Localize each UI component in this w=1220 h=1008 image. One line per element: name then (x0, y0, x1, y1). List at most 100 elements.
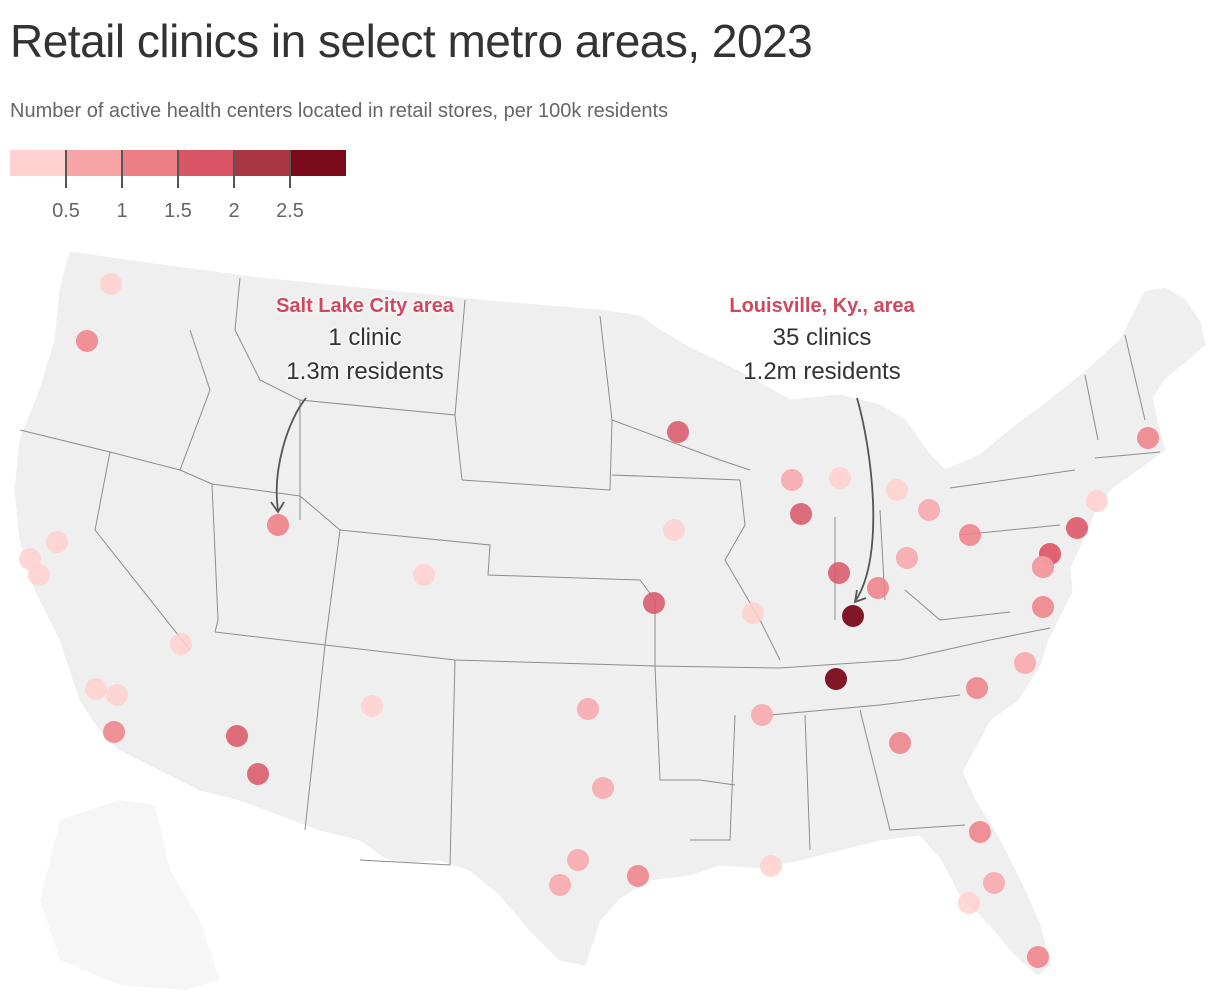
metro-dot (643, 592, 665, 614)
state-border (690, 714, 736, 841)
legend-swatch (10, 150, 66, 176)
legend-label: 1 (116, 200, 128, 222)
state-border (179, 329, 211, 471)
legend-swatch (66, 150, 122, 176)
metro-dot (1086, 490, 1108, 512)
metro-dot (760, 855, 782, 877)
state-border (949, 469, 1076, 489)
metro-dot (46, 531, 68, 553)
legend-tick (121, 150, 123, 188)
louisville-residents: 1.2m residents (743, 358, 901, 385)
salt-lake-arrow (275, 397, 307, 511)
metro-dot (829, 467, 851, 489)
state-border (859, 709, 966, 831)
metro-dot (103, 721, 125, 743)
metro-dots (19, 273, 1159, 968)
metro-dot (966, 677, 988, 699)
louisville-clinic-count: 35 clinics (772, 324, 872, 351)
state-border (461, 419, 613, 491)
state-border (454, 299, 466, 416)
louisville-arrowhead (853, 589, 867, 604)
metro-dot (361, 695, 383, 717)
metro-dot (1014, 652, 1036, 674)
us-land-shape (14, 251, 1206, 976)
louisville-annotation: Louisville, Ky., area 35 clinics 1.2m re… (702, 291, 942, 389)
metro-dot (1027, 946, 1049, 968)
legend-swatch (234, 150, 290, 176)
metro-dot (247, 763, 269, 785)
metro-dot (1032, 596, 1054, 618)
metro-dot (828, 562, 850, 584)
legend-swatch (290, 150, 346, 176)
legend-tick (233, 150, 235, 188)
metro-dot (592, 777, 614, 799)
legend-swatch (122, 150, 178, 176)
metro-dot (896, 547, 918, 569)
metro-dot (751, 704, 773, 726)
chart-subtitle: Number of active health centers located … (10, 100, 669, 122)
metro-dot (1137, 427, 1159, 449)
state-border (611, 474, 781, 661)
louisville-annotation-title: Louisville, Ky., area (729, 295, 915, 317)
legend-bar (10, 150, 346, 176)
metro-dot (577, 698, 599, 720)
metro-dot (100, 273, 122, 295)
metro-dot (969, 821, 991, 843)
chart-title: Retail clinics in select metro areas, 20… (10, 15, 813, 67)
legend-label: 0.5 (52, 200, 80, 222)
state-border (779, 627, 1051, 669)
state-border (599, 315, 751, 471)
legend-label: 2.5 (276, 200, 304, 222)
state-border (654, 665, 736, 786)
louisville-arrow (855, 397, 875, 601)
state-border (804, 714, 811, 851)
salt-lake-clinic-count: 1 clinic (328, 324, 402, 351)
metro-dot (267, 514, 289, 536)
metro-dot (842, 605, 864, 627)
metro-dot (663, 519, 685, 541)
metro-dot (825, 668, 847, 690)
salt-lake-annotation-title: Salt Lake City area (276, 295, 454, 317)
color-legend: 0.5 1 1.5 2 2.5 (10, 150, 346, 230)
salt-lake-arrowhead (270, 501, 285, 514)
state-border (1084, 374, 1099, 441)
metro-dot (170, 633, 192, 655)
metro-dot (867, 577, 889, 599)
state-border (304, 644, 326, 831)
metro-dot (1066, 517, 1088, 539)
metro-dot (790, 503, 812, 525)
state-border (211, 483, 341, 646)
metro-dot (983, 872, 1005, 894)
state-border (94, 451, 191, 651)
salt-lake-annotation: Salt Lake City area 1 clinic 1.3m reside… (250, 291, 480, 389)
metro-dot (413, 564, 435, 586)
state-border (769, 694, 961, 716)
metro-dot (958, 892, 980, 914)
metro-dot (627, 865, 649, 887)
land-layer (14, 251, 1206, 990)
legend-swatch (178, 150, 234, 176)
metro-dot (959, 524, 981, 546)
alaska-shape (40, 800, 220, 990)
metro-dot (226, 725, 248, 747)
legend-label: 1.5 (164, 200, 192, 222)
metro-dot (886, 479, 908, 501)
legend-tick (289, 150, 291, 188)
state-border (904, 589, 1011, 621)
metro-dot (19, 548, 41, 570)
state-border (1124, 334, 1146, 421)
state-border (234, 277, 301, 520)
legend-label: 2 (228, 200, 240, 222)
state-border (179, 469, 219, 633)
metro-dot (567, 849, 589, 871)
state-border (359, 659, 456, 866)
metro-dot (667, 421, 689, 443)
metro-dot (106, 684, 128, 706)
metro-dot (918, 499, 940, 521)
state-border (1094, 451, 1161, 459)
metro-dot (76, 330, 98, 352)
metro-dot (28, 564, 50, 586)
legend-tick (65, 150, 67, 188)
